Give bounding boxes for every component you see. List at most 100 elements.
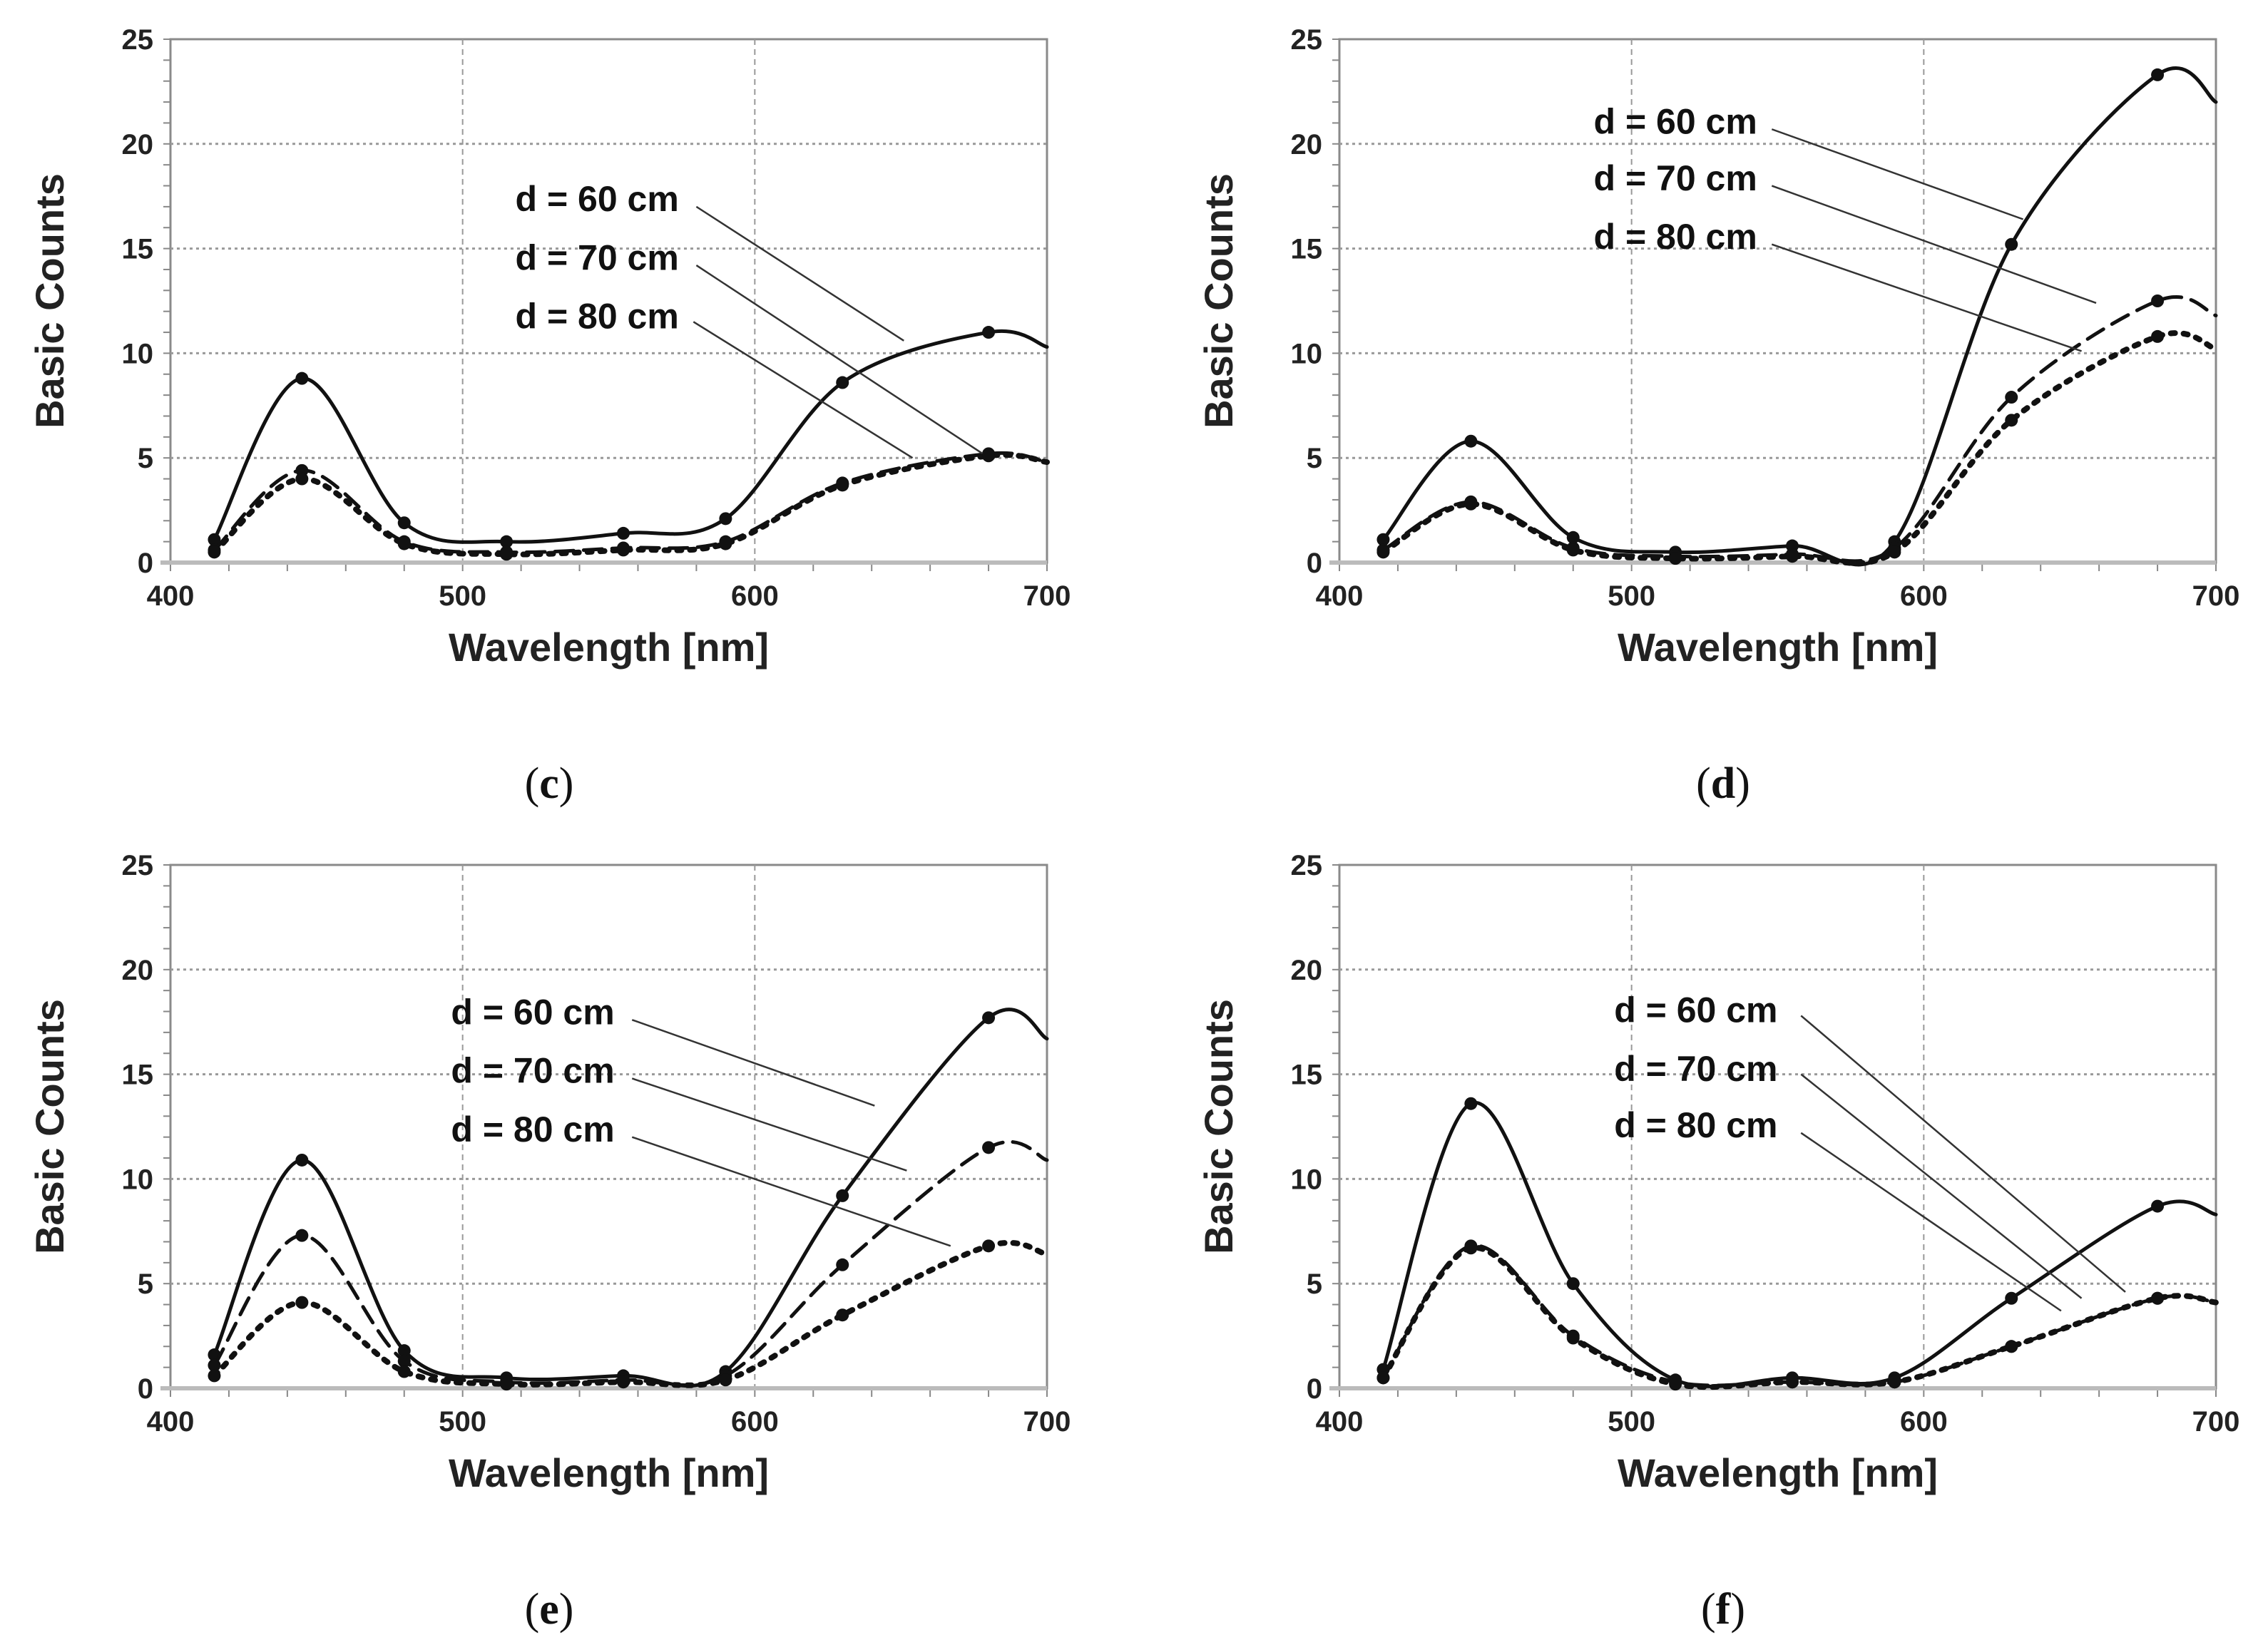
data-point: [2005, 1291, 2018, 1305]
x-tick-label: 500: [439, 580, 486, 612]
data-point: [1669, 1378, 1682, 1391]
x-tick-label: 400: [1316, 580, 1364, 612]
series-label: d = 70 cm: [516, 237, 679, 277]
leader-line: [1771, 128, 2024, 220]
data-point: [836, 1308, 849, 1322]
x-axis-title: Wavelength [nm]: [1618, 1450, 1938, 1495]
y-tick-label: 10: [1291, 338, 1323, 369]
leader-line: [695, 265, 984, 455]
series-label: d = 60 cm: [516, 179, 679, 219]
panel-caption: (d): [1696, 759, 1750, 808]
data-point: [719, 537, 732, 550]
y-tick-label: 15: [1291, 1060, 1323, 1091]
data-point: [397, 516, 411, 530]
x-tick-label: 400: [147, 580, 195, 612]
leader-line: [1771, 185, 2097, 304]
x-tick-label: 500: [1608, 580, 1655, 612]
y-tick-label: 10: [122, 1164, 154, 1195]
y-tick-label: 0: [1307, 1373, 1322, 1405]
y-tick-label: 15: [122, 234, 154, 265]
data-point: [2005, 391, 2018, 404]
leader-line: [1800, 1132, 2062, 1312]
data-point: [2151, 329, 2165, 343]
series-label: d = 60 cm: [451, 993, 614, 1032]
panel-caption-letter: c: [539, 759, 559, 808]
data-point: [2151, 68, 2165, 81]
leader-line: [1800, 1015, 2126, 1293]
y-tick-label: 20: [1291, 129, 1323, 160]
data-point: [1464, 434, 1478, 448]
x-tick-label: 600: [731, 580, 779, 612]
y-tick-label: 5: [1307, 443, 1322, 474]
plot-area: [169, 38, 1048, 564]
data-point: [397, 1344, 411, 1358]
data-point: [500, 548, 514, 561]
data-point: [295, 371, 309, 385]
x-tick-label: 700: [1023, 580, 1071, 612]
leader-line: [631, 1077, 907, 1172]
x-tick-label: 400: [147, 1406, 195, 1438]
x-axis-title: Wavelength [nm]: [449, 625, 769, 670]
series-line-dotted: [1380, 330, 2219, 566]
data-point: [1464, 497, 1478, 511]
y-axis-title: Basic Counts: [1196, 173, 1241, 429]
y-tick-label: 15: [122, 1060, 154, 1091]
panel-caption: (c): [525, 759, 574, 808]
data-point: [1785, 1375, 1799, 1389]
data-point: [1888, 545, 1901, 559]
series-label: d = 70 cm: [1594, 158, 1757, 198]
data-point: [2005, 237, 2018, 251]
series-label: d = 70 cm: [1614, 1049, 1777, 1089]
series-label: d = 70 cm: [451, 1051, 614, 1091]
chart-panel-f: 0 5 10 15 20 25 400 500 600 700 Wavelength [nm] Bas…: [1196, 850, 2239, 1634]
data-point: [982, 1011, 996, 1025]
leader-line: [631, 1019, 875, 1107]
panel-caption-letter: d: [1711, 759, 1735, 808]
data-point: [1566, 531, 1580, 544]
data-point: [295, 1296, 309, 1309]
y-tick-label: 5: [138, 1269, 153, 1300]
plot-area: [1338, 864, 2217, 1390]
series-label: d = 80 cm: [516, 297, 679, 337]
data-point: [208, 545, 221, 559]
y-tick-label: 25: [122, 24, 154, 56]
y-tick-label: 20: [122, 129, 154, 160]
data-point: [2151, 294, 2165, 307]
panel-caption: (e): [525, 1585, 574, 1634]
data-point: [616, 543, 630, 557]
data-point: [1785, 550, 1799, 563]
data-point: [500, 535, 514, 548]
series-line-dotted: [1380, 1244, 2219, 1390]
x-tick-label: 700: [2192, 1406, 2240, 1438]
x-tick-label: 700: [2192, 580, 2240, 612]
y-tick-label: 25: [1291, 850, 1323, 881]
y-tick-label: 15: [1291, 234, 1323, 265]
y-tick-label: 25: [1291, 24, 1323, 56]
data-point: [1669, 552, 1682, 565]
data-point: [836, 1258, 849, 1271]
panel-caption: (f): [1701, 1585, 1745, 1634]
data-point: [982, 449, 996, 463]
data-point: [295, 1229, 309, 1242]
series-line-dashed: [1381, 295, 2218, 563]
data-point: [982, 326, 996, 339]
data-point: [1464, 1241, 1478, 1255]
y-tick-label: 0: [138, 1373, 153, 1405]
data-point: [1566, 1277, 1580, 1291]
chart-panel-d: 0 5 10 15 20 25 400 500 600 700 Wavelength [nm] Bas…: [1196, 24, 2239, 808]
data-point: [1464, 1097, 1478, 1110]
data-point: [2151, 1199, 2165, 1213]
y-tick-label: 20: [1291, 955, 1323, 986]
y-axis-title: Basic Counts: [27, 173, 72, 429]
data-point: [982, 1239, 996, 1253]
data-point: [719, 1373, 732, 1387]
data-point: [1376, 545, 1390, 559]
data-point: [616, 526, 630, 540]
y-axis-title: Basic Counts: [27, 999, 72, 1254]
x-tick-label: 600: [1900, 580, 1948, 612]
data-point: [208, 1358, 221, 1372]
data-point: [1376, 1371, 1390, 1385]
y-tick-label: 25: [122, 850, 154, 881]
plot-area: [169, 864, 1048, 1390]
data-point: [1888, 1375, 1901, 1389]
